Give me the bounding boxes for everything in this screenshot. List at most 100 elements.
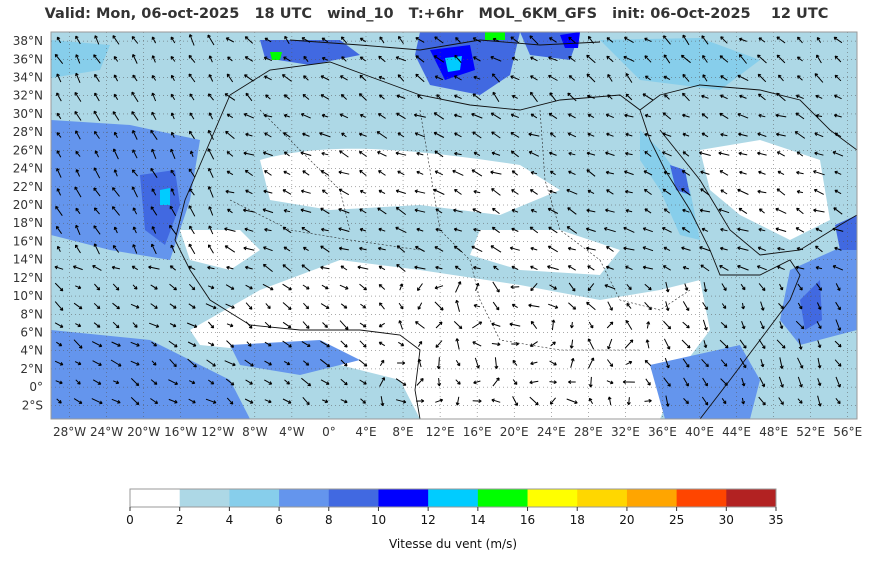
wind-arrow <box>93 322 101 328</box>
colorbar-tick-label: 18 <box>570 513 585 527</box>
wind-arrow <box>528 132 540 137</box>
wind-arrow <box>301 37 311 43</box>
wind-arrow <box>549 170 556 176</box>
lat-label: 12°N <box>13 271 43 285</box>
wind-arrow <box>778 376 784 388</box>
wind-arrow <box>189 150 194 157</box>
wind-arrow <box>379 359 385 367</box>
wind-arrow <box>130 397 140 406</box>
wind-arrow <box>207 342 215 347</box>
wind-arrow <box>243 246 255 251</box>
wind-arrow <box>54 360 64 366</box>
wind-arrow <box>663 75 671 81</box>
wind-arrow <box>378 284 386 290</box>
wind-arrow <box>339 150 349 158</box>
wind-arrow <box>208 321 215 329</box>
wind-arrow <box>759 377 766 388</box>
lat-label: 4°N <box>20 344 43 358</box>
wind-arrow <box>702 319 708 331</box>
wind-arrow <box>150 303 158 309</box>
wind-arrow <box>300 208 312 213</box>
wind-arrow <box>265 94 271 100</box>
lon-label: 48°E <box>759 425 788 439</box>
wind-arrow <box>263 113 273 118</box>
wind-arrow <box>491 131 501 139</box>
wind-arrow <box>568 282 576 292</box>
wind-arrow <box>605 151 615 156</box>
wind-arrow <box>244 169 253 177</box>
wind-arrow <box>75 150 81 157</box>
wind-arrow <box>663 320 672 330</box>
wind-arrow <box>414 265 426 270</box>
wind-arrow <box>570 357 575 368</box>
wind-arrow <box>151 360 157 366</box>
wind-arrow <box>340 36 347 44</box>
wind-arrow <box>510 285 520 290</box>
wind-arrow <box>150 284 158 290</box>
colorbar-tick-label: 8 <box>325 513 333 527</box>
wind-arrow <box>548 37 557 43</box>
wind-arrow <box>341 132 347 138</box>
lon-label: 56°E <box>833 425 862 439</box>
wind-arrow <box>586 169 596 177</box>
wind-arrow <box>151 75 157 81</box>
wind-arrow <box>436 94 442 100</box>
lat-label: 24°N <box>13 162 43 176</box>
wind-arrow <box>322 322 328 328</box>
wind-arrow <box>642 265 653 270</box>
wind-arrow <box>720 359 728 367</box>
wind-arrow <box>528 150 540 157</box>
wind-arrow <box>757 151 767 156</box>
wind-arrow <box>433 188 445 195</box>
wind-arrow <box>817 395 822 407</box>
wind-arrow <box>626 302 632 309</box>
wind-arrow <box>395 56 407 62</box>
wind-arrow <box>262 208 274 214</box>
wind-arrow <box>320 265 330 270</box>
wind-arrow <box>416 151 424 156</box>
wind-arrow <box>738 54 747 64</box>
wind-arrow <box>473 380 481 385</box>
wind-arrow <box>225 189 235 194</box>
wind-arrow <box>321 189 328 195</box>
wind-arrow <box>226 397 234 405</box>
wind-arrow <box>300 189 311 194</box>
wind-arrow <box>509 246 520 251</box>
wind-arrow <box>130 303 140 309</box>
wind-arrow <box>833 36 843 44</box>
wind-arrow <box>245 321 253 329</box>
wind-arrow <box>434 150 444 158</box>
wind-arrow <box>530 320 538 329</box>
wind-arrow <box>132 322 138 328</box>
colorbar-swatch <box>726 489 777 507</box>
wind-arrow <box>757 73 767 83</box>
wind-arrow <box>797 302 803 310</box>
wind-arrow <box>815 265 823 270</box>
wind-arrow <box>188 54 196 63</box>
wind-arrow <box>644 208 652 214</box>
wind-arrow <box>131 186 138 198</box>
wind-arrow <box>682 301 690 312</box>
wind-arrow <box>303 75 309 81</box>
wind-arrow <box>622 379 635 384</box>
wind-arrow <box>529 380 539 385</box>
wind-arrow <box>225 303 235 309</box>
wind-arrow <box>719 55 729 63</box>
wind-arrow <box>93 207 100 215</box>
wind-arrow <box>779 321 784 329</box>
wind-arrow <box>737 113 749 119</box>
wind-arrow <box>702 377 708 387</box>
wind-arrow <box>529 35 539 45</box>
wind-arrow <box>170 112 175 120</box>
wind-arrow <box>55 225 63 234</box>
wind-arrow <box>340 359 348 367</box>
wind-arrow <box>189 225 195 235</box>
wind-arrow <box>395 151 407 156</box>
wind-arrow <box>263 246 273 252</box>
wind-arrow <box>605 113 614 119</box>
wind-arrow <box>757 189 767 194</box>
wind-arrow <box>474 357 480 369</box>
map-area[interactable] <box>50 31 858 420</box>
wind-arrow <box>283 94 291 100</box>
wind-arrow <box>282 283 292 291</box>
